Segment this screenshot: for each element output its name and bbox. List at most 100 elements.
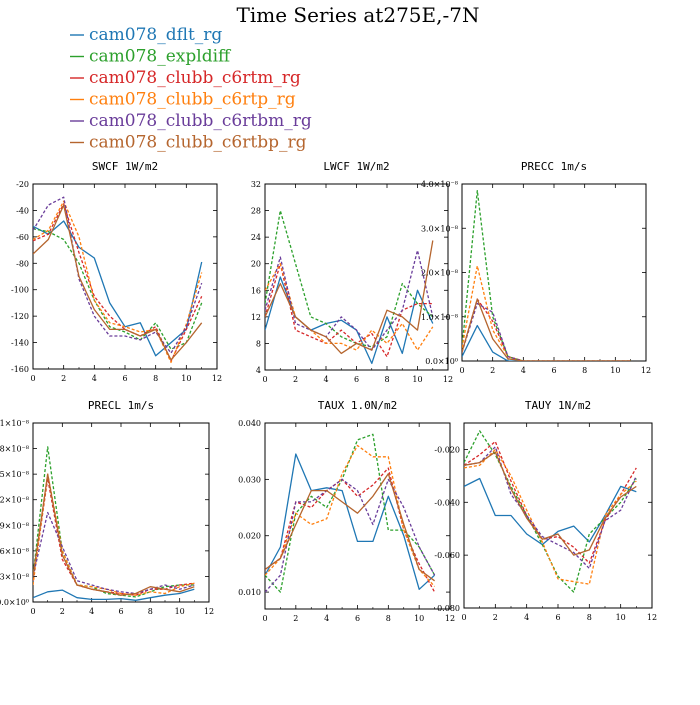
x-tick-label: 6 bbox=[118, 607, 123, 616]
series-line bbox=[33, 473, 195, 596]
x-tick-label: 2 bbox=[493, 613, 498, 622]
y-tick-label: 16 bbox=[251, 286, 261, 295]
y-tick-label: -140 bbox=[11, 339, 29, 348]
chart-panel: SWCF 1W/m2 0 2 4 6 8 10 12 -160 -140 -120 -100 -80 -6… bbox=[11, 160, 222, 383]
y-tick-label: 0.010 bbox=[238, 588, 261, 597]
panel-title: SWCF 1W/m2 bbox=[92, 160, 158, 173]
x-tick-label: 0 bbox=[262, 375, 267, 384]
legend-label: cam078_clubb_c6rtp_rg bbox=[89, 90, 296, 110]
panel-title: LWCF 1W/m2 bbox=[323, 160, 389, 173]
y-tick-label: 1.5×10⁻⁸ bbox=[0, 470, 29, 479]
x-tick-label: 10 bbox=[414, 614, 424, 623]
x-tick-label: 0 bbox=[459, 366, 464, 375]
y-tick-label: 0.030 bbox=[238, 475, 261, 484]
y-tick-label: 28 bbox=[251, 207, 261, 216]
x-tick-label: 0 bbox=[30, 374, 35, 383]
series-line bbox=[265, 478, 436, 593]
y-tick-label: 0.3×10⁻⁸ bbox=[0, 572, 29, 581]
y-tick-label: 3.0×10⁻⁸ bbox=[421, 224, 458, 233]
y-tick-label: 0.0×10⁰ bbox=[425, 357, 458, 366]
legend-label: cam078_clubb_c6rtbm_rg bbox=[89, 111, 312, 131]
x-tick-label: 12 bbox=[443, 375, 453, 384]
series-line bbox=[265, 263, 434, 351]
y-tick-label: 0.020 bbox=[238, 532, 261, 541]
y-tick-label: -0.080 bbox=[434, 604, 460, 613]
legend-label: cam078_expldiff bbox=[89, 47, 232, 67]
y-tick-label: -0.060 bbox=[434, 551, 460, 560]
series-line bbox=[265, 453, 436, 590]
legend-label: cam078_clubb_c6rtbp_rg bbox=[89, 133, 307, 153]
x-tick-label: 10 bbox=[610, 366, 620, 375]
y-tick-label: -20 bbox=[16, 180, 29, 189]
x-tick-label: 10 bbox=[181, 374, 191, 383]
x-tick-label: 6 bbox=[551, 366, 556, 375]
x-tick-label: 2 bbox=[61, 374, 66, 383]
series-line bbox=[265, 209, 434, 348]
x-tick-label: 8 bbox=[384, 375, 389, 384]
y-tick-label: 24 bbox=[251, 233, 261, 242]
x-tick-label: 4 bbox=[524, 613, 529, 622]
legend-label: cam078_clubb_c6rtm_rg bbox=[89, 68, 301, 88]
x-tick-label: 6 bbox=[555, 613, 560, 622]
x-tick-label: 0 bbox=[30, 607, 35, 616]
y-tick-label: 12 bbox=[251, 313, 261, 322]
x-tick-label: 12 bbox=[641, 366, 651, 375]
y-tick-label: 0.6×10⁻⁸ bbox=[0, 547, 29, 556]
y-tick-label: 32 bbox=[251, 180, 261, 189]
series-line bbox=[464, 446, 637, 570]
x-tick-label: 10 bbox=[175, 607, 185, 616]
y-tick-label: -40 bbox=[16, 206, 29, 215]
chart-panel: PRECL 1m/s 0 2 4 6 8 10 12 0.0×10⁰ 0.3×10⁻⁸ 0.6×10… bbox=[0, 399, 214, 616]
x-tick-label: 8 bbox=[153, 374, 158, 383]
series-line bbox=[462, 298, 631, 361]
series-group bbox=[462, 189, 631, 361]
series-line bbox=[462, 324, 631, 361]
x-tick-label: 10 bbox=[616, 613, 626, 622]
y-tick-label: 2.1×10⁻⁸ bbox=[0, 419, 29, 428]
x-tick-label: 12 bbox=[445, 614, 455, 623]
panel-title: PRECL 1m/s bbox=[88, 399, 154, 412]
chart-panel: TAUY 1N/m20 2 4 6 8 10 12-0.080-0.060-0.040-0.… bbox=[434, 399, 657, 622]
y-tick-label: -160 bbox=[11, 365, 29, 374]
chart-panel: TAUX 1.0N/m2 0 2 4 6 8 10 12 0.010 0.020 0.030 0.04… bbox=[238, 399, 455, 623]
y-tick-label: 1.8×10⁻⁸ bbox=[0, 445, 29, 454]
x-tick-label: 6 bbox=[122, 374, 127, 383]
series-line bbox=[265, 444, 436, 587]
y-tick-label: 1.0×10⁻⁸ bbox=[421, 313, 458, 322]
y-tick-label: -60 bbox=[16, 233, 29, 242]
x-tick-label: 4 bbox=[92, 374, 97, 383]
legend-label: cam078_dflt_rg bbox=[89, 25, 222, 45]
y-tick-label: 2.0×10⁻⁸ bbox=[421, 269, 458, 278]
series-group bbox=[464, 430, 637, 593]
series-line bbox=[33, 203, 203, 362]
series-line bbox=[33, 204, 203, 361]
x-tick-label: 4 bbox=[323, 375, 328, 384]
x-tick-label: 8 bbox=[582, 366, 587, 375]
series-line bbox=[464, 440, 637, 564]
plot-frame bbox=[463, 422, 653, 609]
y-tick-label: 1.2×10⁻⁸ bbox=[0, 496, 29, 505]
y-tick-label: -0.020 bbox=[434, 445, 460, 454]
panel-title: PRECC 1m/s bbox=[521, 160, 587, 173]
x-tick-label: 12 bbox=[204, 607, 214, 616]
plot-frame bbox=[32, 422, 210, 603]
series-line bbox=[265, 433, 436, 593]
chart-panels: SWCF 1W/m20 2 4 6 8 10 12-160-140-120-100-80-6… bbox=[0, 160, 657, 623]
chart-panel: PRECC 1m/s 0 2 4 6 8 10 12 0.0×10⁰ 1.0×10⁻⁸ 2.0×10… bbox=[421, 160, 651, 375]
legend: cam078_dflt_rgcam078_expldiffcam078_club… bbox=[70, 25, 312, 153]
x-tick-label: 2 bbox=[490, 366, 495, 375]
series-group bbox=[265, 209, 434, 365]
y-tick-label: 4.0×10⁻⁸ bbox=[421, 180, 458, 189]
x-tick-label: 8 bbox=[386, 614, 391, 623]
series-line bbox=[33, 196, 203, 354]
x-tick-label: 2 bbox=[293, 614, 298, 623]
x-tick-label: 6 bbox=[354, 375, 359, 384]
y-tick-label: 0.9×10⁻⁸ bbox=[0, 521, 29, 530]
x-tick-label: 2 bbox=[60, 607, 65, 616]
panel-title: TAUY 1N/m2 bbox=[525, 399, 591, 412]
y-tick-label: 0.040 bbox=[238, 419, 261, 428]
series-line bbox=[265, 263, 433, 358]
